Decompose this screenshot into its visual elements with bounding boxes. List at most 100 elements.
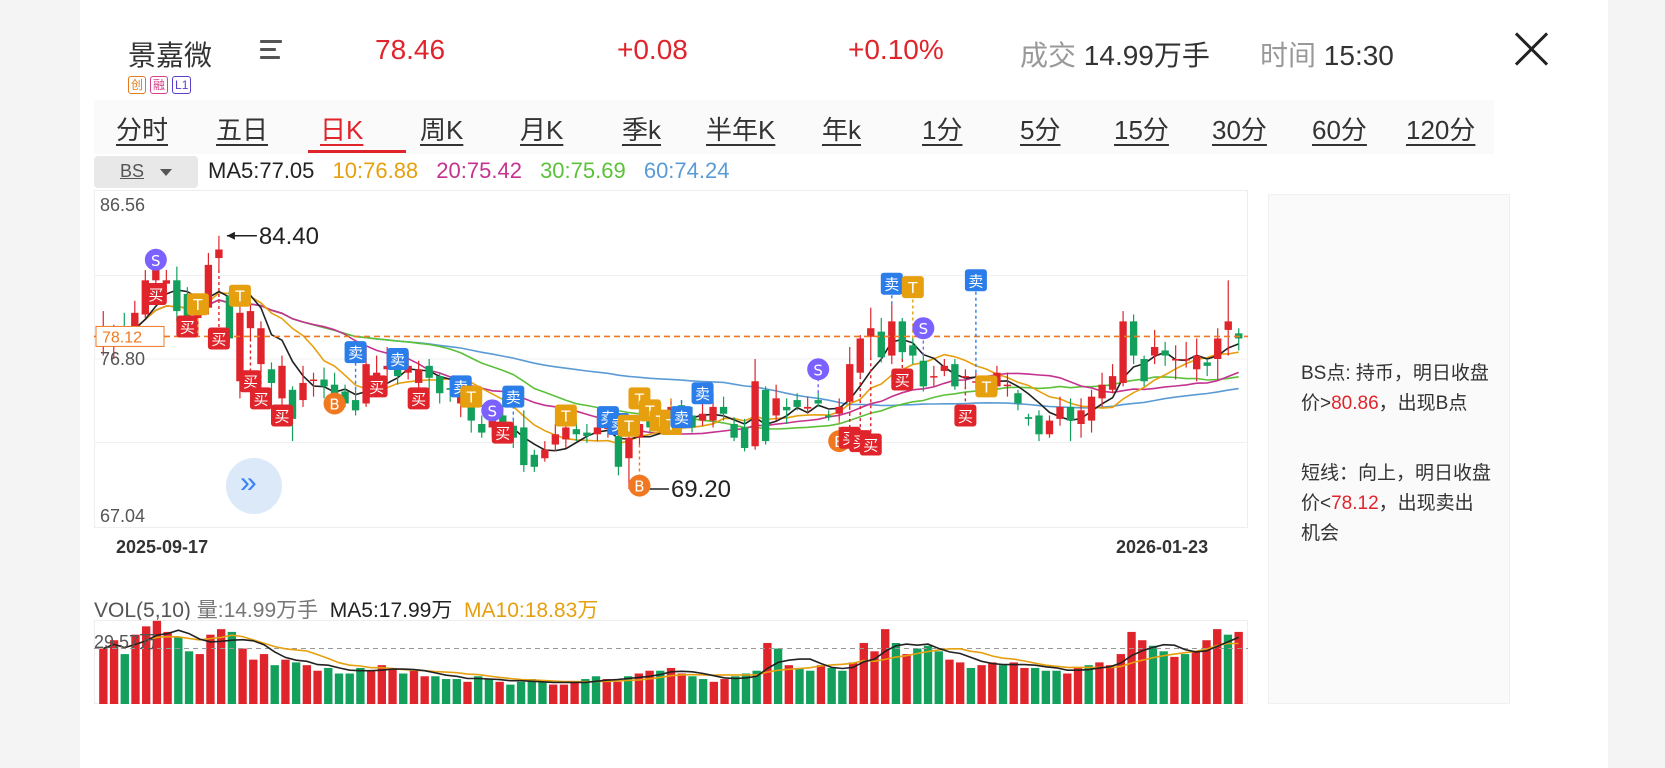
tab-season-k[interactable]: 季k: [622, 115, 662, 145]
volume-bar: [506, 684, 515, 704]
volume-bar: [602, 679, 611, 704]
signal-label: 买: [148, 286, 163, 304]
tab-week-k[interactable]: 周K: [420, 115, 464, 145]
candle: [299, 365, 307, 407]
tab-60min[interactable]: 60分: [1312, 115, 1367, 145]
volume-bar: [163, 631, 172, 704]
tab-1min[interactable]: 1分: [922, 115, 963, 145]
volume-bar: [259, 654, 269, 704]
tab-5min[interactable]: 5分: [1020, 115, 1061, 145]
candle: [898, 317, 906, 359]
tab-halfyear-k[interactable]: 半年K: [706, 115, 776, 145]
candle-body: [709, 406, 717, 421]
candle-body: [888, 321, 896, 356]
candle: [215, 235, 223, 271]
volume-bar: [623, 676, 633, 704]
candle-body: [162, 280, 171, 284]
volume-bar: [1180, 654, 1190, 704]
signal-marker: 买: [491, 421, 514, 444]
tab-30min[interactable]: 30分: [1212, 115, 1267, 145]
tab-day-k[interactable]: 日K: [320, 115, 364, 145]
candle-body: [1161, 350, 1169, 356]
volume-bar: [816, 665, 826, 704]
candle: [1171, 345, 1180, 380]
signal-badge: [502, 385, 525, 408]
candle-body: [1140, 359, 1148, 382]
candle: [414, 360, 423, 390]
period-tabs: 分时 五日 日K 周K 月K 季k 半年K 年k 1分 5分 15分 30分 6…: [94, 100, 1494, 154]
signal-marker: 卖: [880, 272, 903, 305]
candle: [278, 355, 286, 414]
signal-panel: BS点: 持币，明日收盘价>80.86，出现B点 短线：向上，明日收盘价<78.…: [1268, 194, 1510, 704]
indicator-selector[interactable]: BS: [94, 156, 198, 188]
tab-wuri[interactable]: 五日: [216, 115, 269, 145]
signal-label: 买: [411, 390, 426, 408]
candle-body: [593, 427, 602, 435]
volume-bar: [934, 651, 943, 704]
candle-body: [1129, 321, 1138, 356]
signal-label: T: [634, 390, 645, 408]
volume-bar: [249, 659, 258, 704]
volume-bar: [1191, 651, 1200, 704]
volume-bar: [238, 648, 247, 704]
x-end-date: 2026-01-23: [1116, 537, 1209, 557]
scroll-forward-button[interactable]: »: [226, 458, 282, 514]
tab-year-k[interactable]: 年k: [822, 115, 862, 145]
signal-marker: 买: [407, 387, 430, 410]
quote-sheet: 景嘉微 78.46 +0.08 +0.10% 成交 14.99万手 时间 15:…: [80, 0, 1608, 768]
reference-label: 78.12: [102, 329, 142, 346]
reference-tag: [95, 325, 165, 347]
signal-badge: [954, 404, 977, 427]
candle-body: [1171, 359, 1180, 361]
signal-marker: S: [912, 317, 935, 356]
badge-l1: L1: [172, 76, 192, 94]
volume-bar: [1116, 654, 1126, 704]
signal-label: 买: [253, 390, 268, 408]
signal-badge: [554, 404, 577, 427]
ma30-value: 30:75.69: [540, 158, 626, 183]
volume-bar: [420, 676, 429, 704]
volume-bar: [956, 662, 965, 704]
volume-bar: [409, 670, 419, 704]
signal-label: T: [623, 418, 634, 436]
candle: [1045, 415, 1054, 438]
candle-body: [309, 379, 318, 382]
candle-body: [478, 424, 486, 433]
candle: [425, 359, 433, 390]
list-menu-icon[interactable]: [260, 40, 282, 60]
tab-120min[interactable]: 120分: [1406, 115, 1476, 145]
volume-bar: [1063, 673, 1072, 704]
candle: [909, 338, 917, 365]
signal-label: 买: [495, 425, 510, 443]
candle-body: [761, 389, 770, 442]
signal-badge: [859, 433, 882, 456]
signal-label: 卖: [348, 344, 363, 362]
signal-badge: [481, 399, 504, 422]
volume-bar: [923, 645, 933, 704]
candle-body: [919, 360, 928, 387]
candle: [919, 355, 928, 392]
volume-bar: [527, 679, 536, 704]
short-term-text: 短线：向上，明日收盘价<78.12，出现卖出机会: [1301, 459, 1491, 549]
candle-body: [1045, 420, 1054, 435]
signal-marker: T: [554, 404, 577, 427]
close-icon[interactable]: [1512, 30, 1550, 68]
candle-body: [1193, 355, 1201, 370]
volume-bar: [195, 654, 204, 704]
candle-body: [341, 391, 349, 404]
bs-value: 80.86: [1331, 393, 1379, 414]
tab-month-k[interactable]: 月K: [520, 115, 564, 145]
volume-bar: [1148, 645, 1158, 704]
signal-marker: 买: [144, 282, 167, 305]
signal-label: T: [907, 279, 918, 297]
candle-body: [814, 400, 822, 404]
volume-bar: [538, 681, 547, 704]
volume-bar: [741, 673, 751, 704]
volume-bar: [677, 673, 686, 704]
short-suffix: ，出现卖出机会: [1301, 493, 1474, 544]
candle: [1066, 398, 1075, 442]
tab-fenshi[interactable]: 分时: [116, 115, 169, 145]
volume-bar: [270, 665, 279, 704]
tab-15min[interactable]: 15分: [1114, 115, 1169, 145]
